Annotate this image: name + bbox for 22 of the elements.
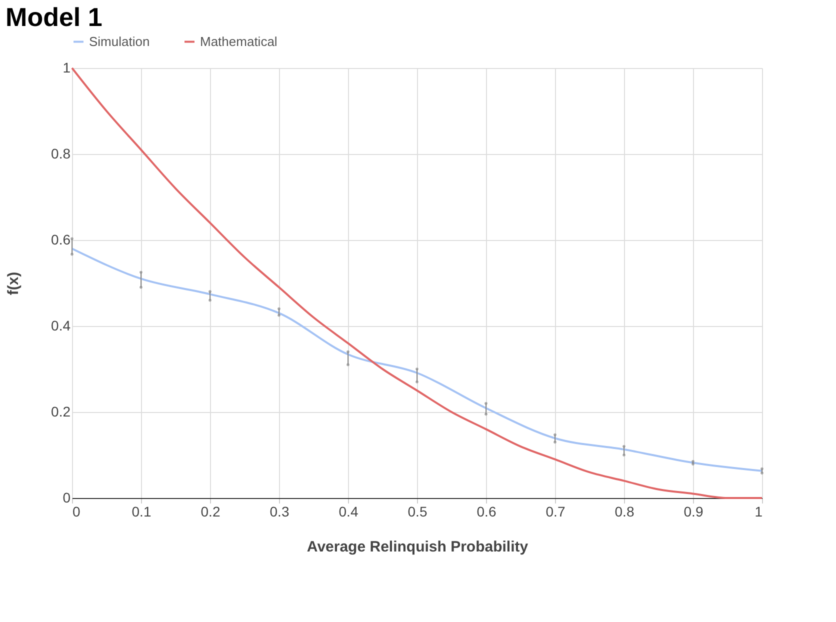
x-tick-label: 0.8 — [614, 504, 634, 520]
line-series — [71, 67, 763, 499]
y-tick-label: 0.4 — [51, 318, 71, 334]
y-tick-label: 0.8 — [51, 146, 71, 162]
y-tick-label: 1 — [62, 60, 71, 76]
legend-label: Simulation — [89, 34, 150, 49]
x-tick-label: 0.5 — [408, 504, 428, 520]
chart-title: Model 1 — [6, 2, 102, 32]
legend-label: Mathematical — [200, 34, 278, 49]
x-tick-label: 1 — [754, 504, 763, 520]
x-tick-label: 0.7 — [546, 504, 566, 520]
x-tick-label: 0.4 — [338, 504, 358, 520]
x-axis-title: Average Relinquish Probability — [306, 538, 529, 556]
y-tick-label: 0 — [62, 490, 71, 506]
x-tick-label: 0.1 — [132, 504, 152, 520]
y-axis-title: f(x) — [5, 272, 22, 296]
x-tick-label: 0.3 — [270, 504, 290, 520]
x-tick-label: 0.6 — [476, 504, 496, 520]
y-tick-label: 0.6 — [51, 232, 71, 248]
y-tick-label: 0.2 — [51, 404, 71, 420]
x-tick-label: 0.9 — [684, 504, 704, 520]
x-tick-label: 0.2 — [200, 504, 220, 520]
